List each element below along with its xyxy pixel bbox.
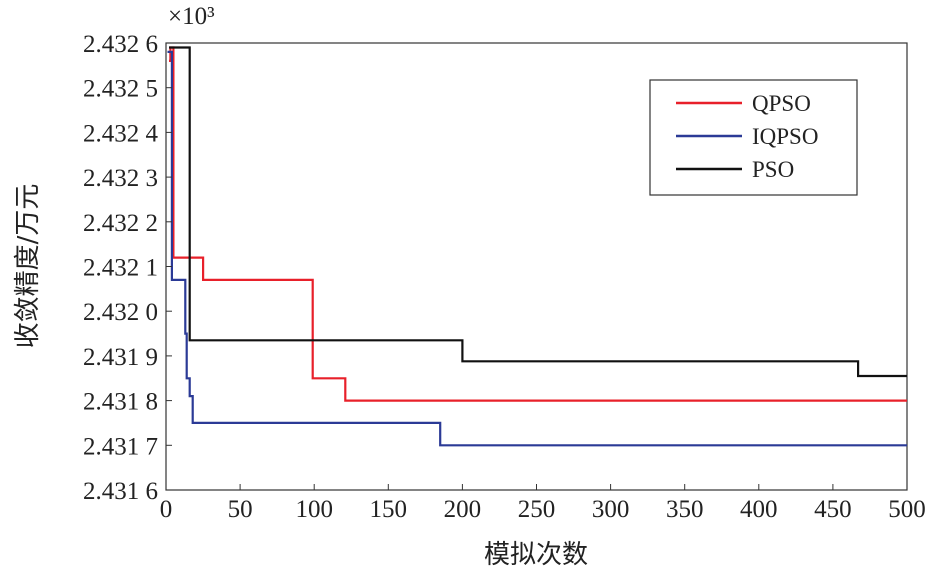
y-tick-label: 2.432 2 <box>83 210 158 237</box>
y-tick-label: 2.431 7 <box>83 433 158 460</box>
x-tick-label: 350 <box>666 496 704 523</box>
x-tick-label: 500 <box>888 496 926 523</box>
series-line-pso <box>169 46 907 378</box>
x-tick-label: 300 <box>592 496 630 523</box>
series-line-qpso <box>169 46 907 402</box>
y-tick-label: 2.432 5 <box>83 76 158 103</box>
y-tick-label: 2.432 6 <box>83 31 158 58</box>
y-multiplier: ×10³ <box>168 3 215 30</box>
legend-box <box>649 79 858 196</box>
y-tick-label: 2.431 8 <box>83 389 158 416</box>
series-line-iqpso <box>167 50 907 447</box>
legend: QPSO IQPSO PSO <box>649 79 858 196</box>
x-axis-title: 模拟次数 <box>484 540 588 570</box>
x-tick-label: 400 <box>740 496 778 523</box>
y-tick-label: 2.431 9 <box>83 344 158 371</box>
y-tick-label: 2.432 1 <box>83 255 158 282</box>
y-axis-title: 收敛精度/万元 <box>13 184 43 349</box>
x-tick-label: 450 <box>814 496 852 523</box>
x-tick-label: 150 <box>370 496 408 523</box>
legend-items: QPSO IQPSO PSO <box>676 91 818 182</box>
y-tick-label: 2.432 3 <box>83 165 158 192</box>
x-axis: 0 50 100 150 200 250 300 350 400 450 500 <box>160 484 926 523</box>
legend-label-pso: PSO <box>752 157 794 182</box>
y-axis: 2.431 6 2.431 7 2.431 8 2.431 9 2.432 0 2.432… <box>83 31 172 505</box>
y-tick-label: 2.431 6 <box>83 478 158 505</box>
y-tick-label: 2.432 4 <box>83 120 159 147</box>
x-tick-label: 250 <box>518 496 556 523</box>
y-tick-label: 2.432 0 <box>83 299 158 326</box>
series-layer <box>167 46 907 447</box>
legend-label-qpso: QPSO <box>752 91 811 116</box>
legend-label-iqpso: IQPSO <box>752 124 818 149</box>
x-tick-label: 100 <box>295 496 333 523</box>
x-tick-label: 50 <box>228 496 253 523</box>
x-tick-label: 0 <box>160 496 173 523</box>
x-tick-label: 200 <box>444 496 482 523</box>
